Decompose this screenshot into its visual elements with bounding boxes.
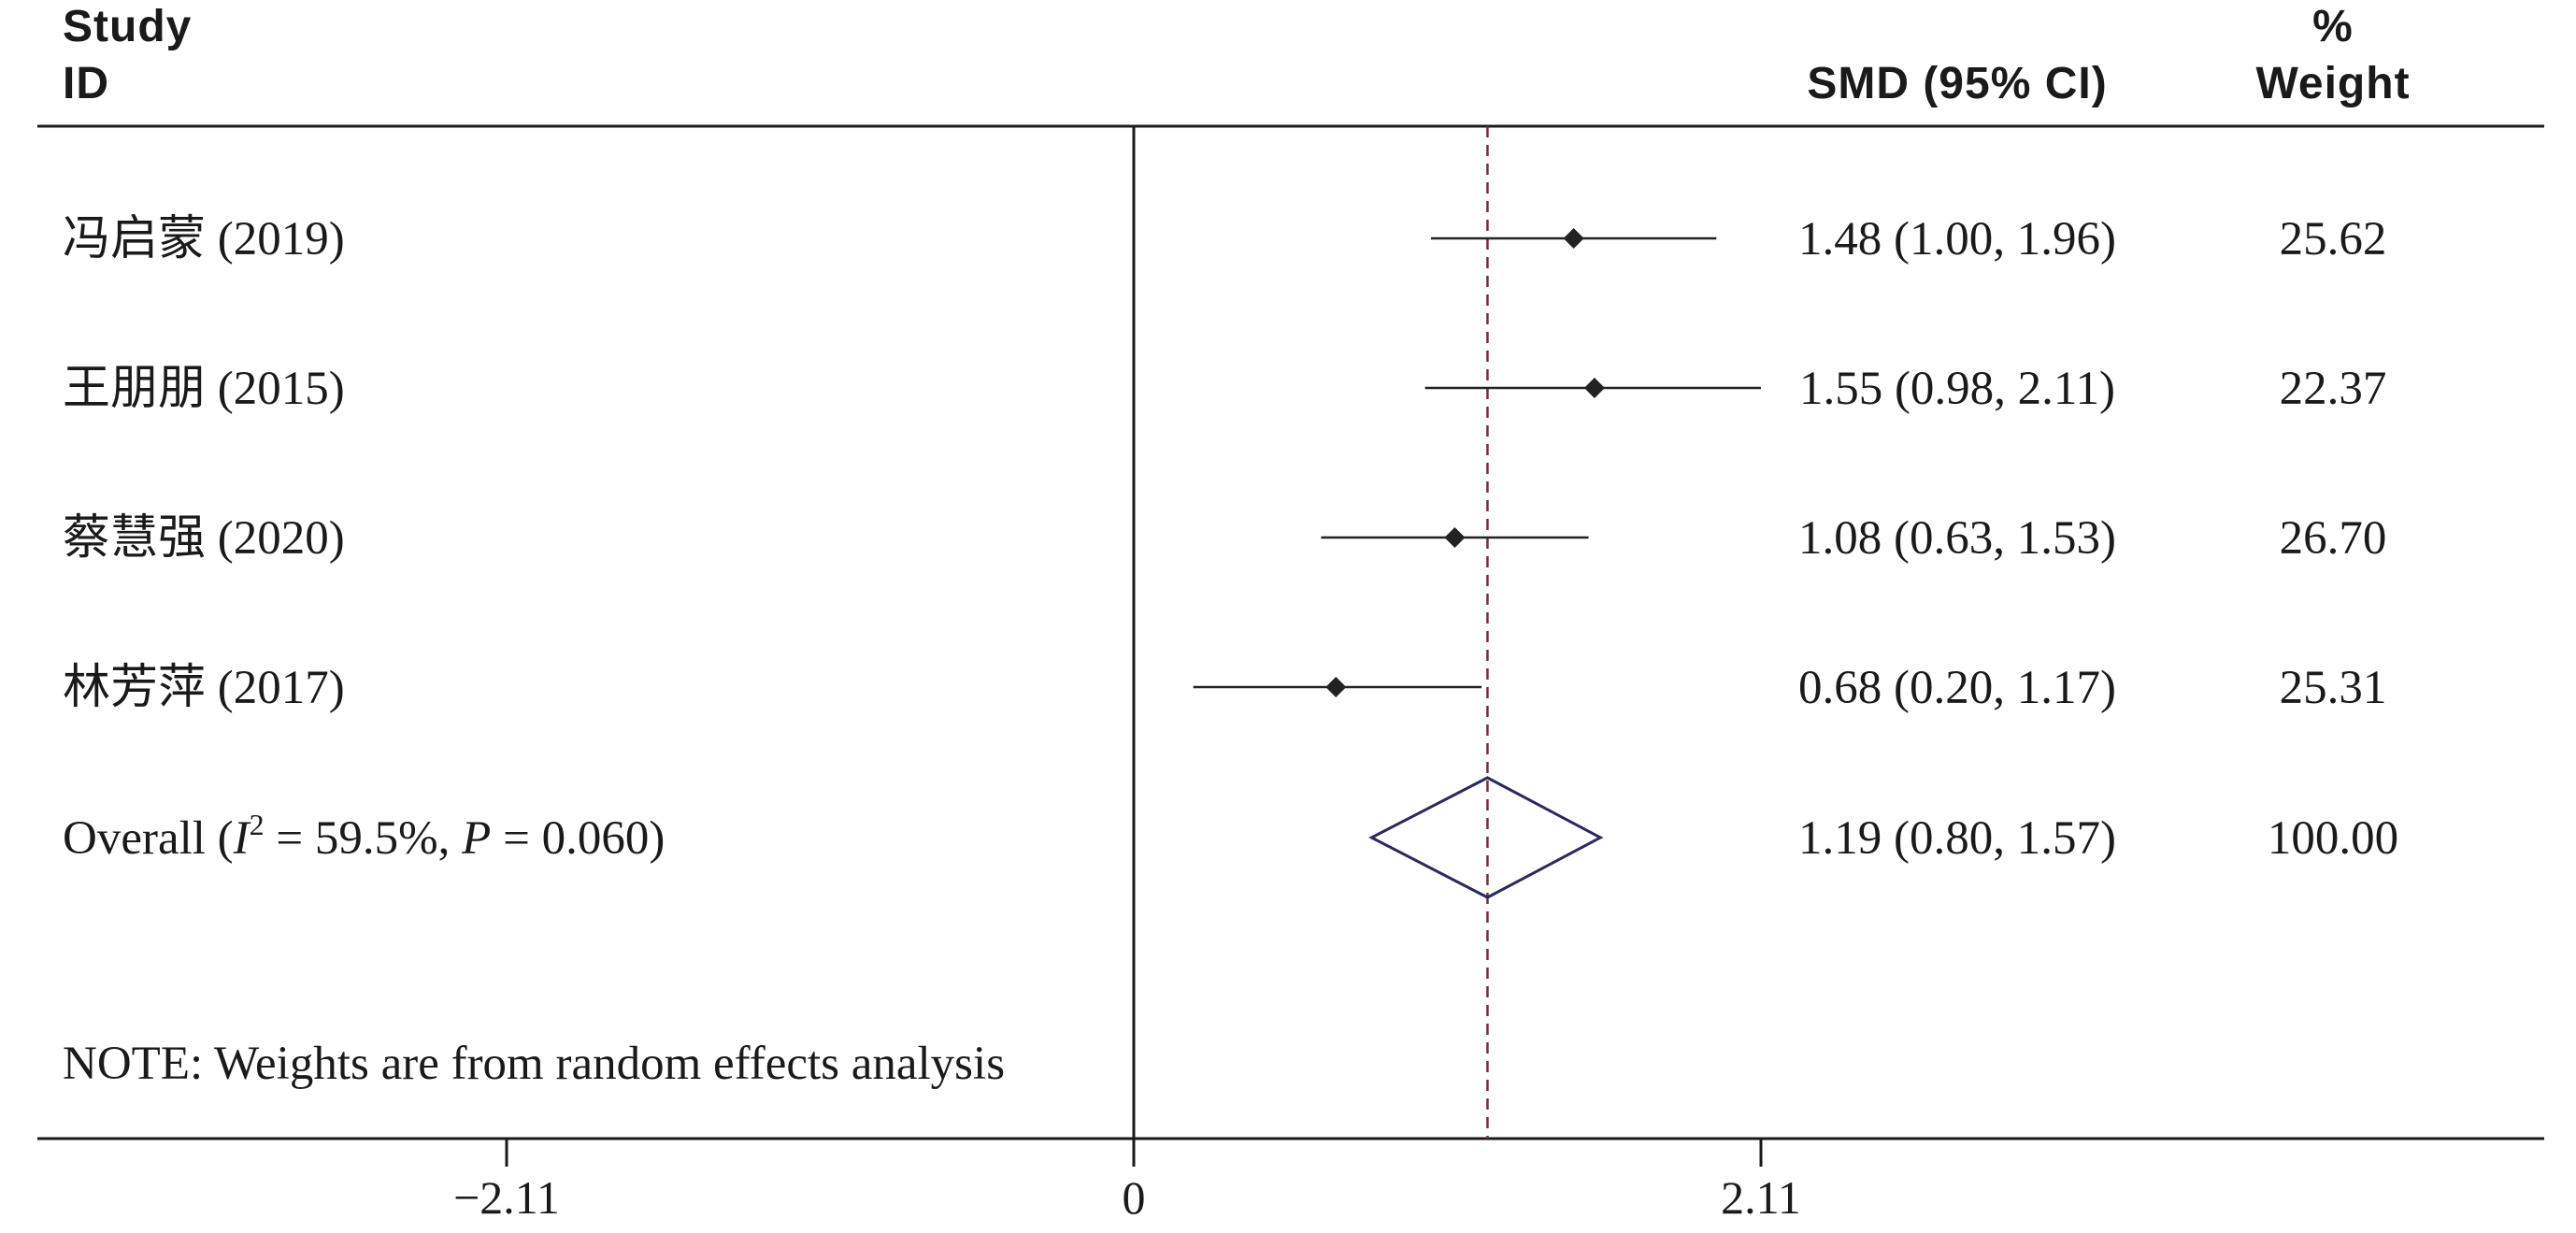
- overall-label: Overall (I2 = 59.5%, P = 0.060): [63, 808, 665, 865]
- i2-value: = 59.5%,: [265, 812, 463, 865]
- study-row: 王朋朋 (2015) 1.55 (0.98, 2.11) 22.37: [63, 363, 2386, 415]
- study-row: 冯启蒙 (2019) 1.48 (1.00, 1.96) 25.62: [63, 213, 2386, 265]
- header-study-line1: Study: [63, 2, 192, 51]
- x-tick-label: 2.11: [1721, 1171, 1801, 1224]
- study-label: 冯启蒙 (2019): [63, 213, 345, 265]
- overall-prefix: Overall (: [63, 812, 234, 865]
- p-symbol: P: [461, 812, 491, 865]
- study-smd-ci: 0.68 (0.20, 1.17): [1798, 662, 2116, 714]
- study-label: 王朋朋 (2015): [63, 363, 345, 415]
- x-tick: 2.11: [1721, 1139, 1801, 1224]
- x-tick-label: 0: [1123, 1171, 1146, 1224]
- header-weight-line2: Weight: [2255, 59, 2410, 108]
- study-weight: 25.31: [2280, 662, 2387, 714]
- x-tick: −2.11: [453, 1139, 560, 1224]
- header-weight-line1: %: [2312, 2, 2354, 51]
- study-point-marker: [1325, 677, 1347, 697]
- x-tick: 0: [1123, 1139, 1146, 1224]
- overall-weight: 100.00: [2268, 812, 2398, 865]
- header-study-line2: ID: [63, 59, 109, 108]
- x-tick-label: −2.11: [453, 1171, 560, 1224]
- study-row: 蔡慧强 (2020) 1.08 (0.63, 1.53) 26.70: [63, 512, 2386, 565]
- study-label: 蔡慧强 (2020): [63, 512, 345, 565]
- p-value: = 0.060): [491, 812, 665, 865]
- study-row: 林芳萍 (2017) 0.68 (0.20, 1.17) 25.31: [63, 662, 2386, 714]
- weights-note: NOTE: Weights are from random effects an…: [63, 1038, 1005, 1090]
- study-weight: 22.37: [2280, 363, 2387, 415]
- study-smd-ci: 1.08 (0.63, 1.53): [1798, 512, 2116, 565]
- i2-symbol: I: [233, 812, 251, 865]
- header-smd: SMD (95% CI): [1807, 59, 2107, 108]
- study-point-marker: [1444, 527, 1466, 548]
- overall-row: Overall (I2 = 59.5%, P = 0.060) 1.19 (0.…: [63, 776, 2398, 899]
- study-smd-ci: 1.48 (1.00, 1.96): [1798, 213, 2116, 265]
- overall-smd-ci: 1.19 (0.80, 1.57): [1798, 812, 2116, 865]
- i2-superscript: 2: [250, 808, 265, 841]
- overall-diamond: [1368, 776, 1604, 899]
- study-weight: 25.62: [2280, 213, 2387, 265]
- study-weight: 26.70: [2280, 512, 2387, 565]
- study-label: 林芳萍 (2017): [63, 662, 345, 714]
- study-point-marker: [1583, 378, 1605, 398]
- study-smd-ci: 1.55 (0.98, 2.11): [1799, 363, 2115, 415]
- study-point-marker: [1563, 228, 1584, 249]
